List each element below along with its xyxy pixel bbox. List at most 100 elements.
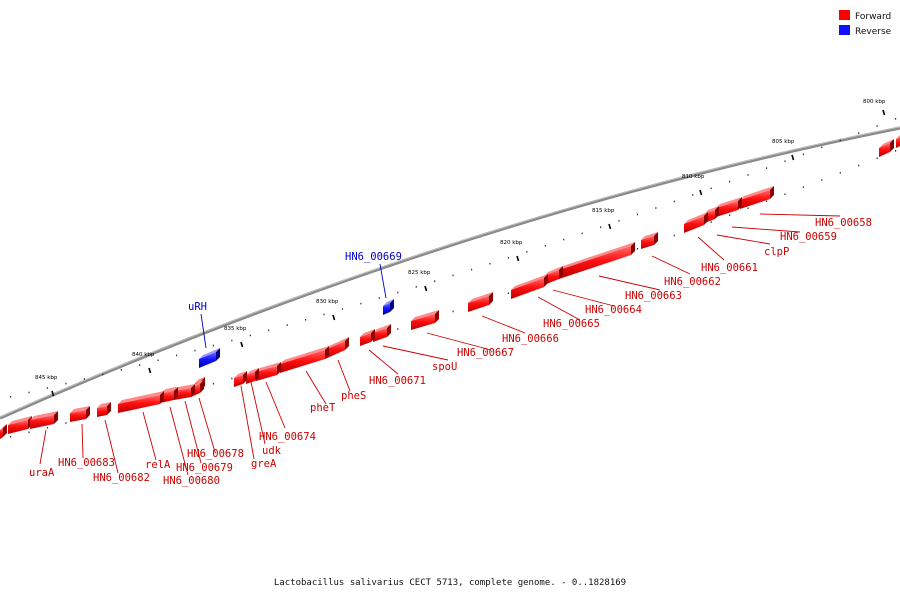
- gene-hn6-00662-label[interactable]: HN6_00662: [664, 276, 721, 288]
- minor-tick-lower-24: [452, 310, 454, 313]
- gene-hn6-00661-block[interactable]: [684, 212, 708, 233]
- gene-phes-block[interactable]: [325, 337, 349, 359]
- gene-hn6-00664-label[interactable]: HN6_00664: [585, 304, 642, 316]
- minor-tick-upper-41: [765, 167, 768, 169]
- gene-grea-block-side-face: [243, 371, 247, 384]
- gene-block-unlabeled-0-top-face: [8, 416, 32, 425]
- gene-hn6-00665-block[interactable]: [511, 274, 548, 299]
- minor-tick-upper-22: [415, 286, 417, 288]
- gene-hn6-00665-label[interactable]: HN6_00665: [543, 318, 600, 330]
- gene-spou-label[interactable]: spoU: [432, 361, 457, 373]
- gene-block-unlabeled-0[interactable]: [8, 416, 32, 434]
- gene-hn6-00658-label[interactable]: HN6_00658: [815, 217, 872, 229]
- gene-block-unlabeled-4-top-face: [195, 377, 205, 383]
- gene-hn6-00659-block-side-face: [738, 197, 742, 210]
- tick-layer: 800 kbp 805 kbp 810 kbp 815 kbp 820 kbp 825 k…: [10, 99, 897, 438]
- gene-hn6-00666-block[interactable]: [468, 292, 493, 312]
- gene-hn6-00679-block[interactable]: [174, 384, 195, 400]
- gene-hn6-00663-label[interactable]: HN6_00663: [625, 290, 682, 302]
- minor-tick-upper-36: [673, 200, 675, 203]
- gene-rela-block-side-face: [160, 391, 164, 404]
- gene-hn6-00667-label[interactable]: HN6_00667: [457, 347, 514, 359]
- gene-hn6-00669-label[interactable]: HN6_00669: [345, 251, 402, 263]
- minor-tick-upper-45: [839, 139, 841, 142]
- minor-tick-upper-43: [802, 153, 805, 156]
- tick-mark-825: [424, 285, 428, 292]
- gene-uraa-block-side-face: [54, 411, 58, 424]
- minor-tick-upper-7: [139, 364, 141, 366]
- gene-phes-label[interactable]: pheS: [341, 390, 366, 402]
- minor-tick-upper-46: [858, 132, 860, 134]
- gene-clpp-block-side-face: [715, 206, 719, 219]
- tick-label-830: 830 kbp: [316, 299, 339, 305]
- gene-rela-block[interactable]: [118, 391, 164, 413]
- gene-hn6-00679-block-top-face: [174, 384, 195, 391]
- gene-hn6-00674-block[interactable]: [256, 362, 281, 381]
- genome-backbone: [0, 126, 900, 420]
- genome-caption: Lactobacillus salivarius CECT 5713, comp…: [273, 578, 627, 588]
- minor-tick-upper-19: [360, 302, 362, 305]
- gene-hn6-00669-block[interactable]: [383, 299, 394, 315]
- gene-hn6-00667-block[interactable]: [411, 310, 439, 330]
- minor-tick-lower-2: [46, 426, 49, 429]
- gene-hn6-00666-label[interactable]: HN6_00666: [502, 333, 559, 345]
- gene-hn6-00659-block[interactable]: [716, 197, 742, 217]
- tick-label-825: 825 kbp: [408, 270, 431, 276]
- gene-hn6-00662-block[interactable]: [641, 232, 658, 249]
- minor-tick-upper-47: [876, 125, 878, 127]
- minor-tick-upper-2: [46, 387, 49, 389]
- gene-hn6-00678-label[interactable]: HN6_00678: [187, 448, 244, 460]
- gene-hn6-00683-label[interactable]: HN6_00683: [58, 457, 115, 469]
- tick-label-820: 820 kbp: [500, 240, 523, 246]
- gene-hn6-00669-block-front-face: [383, 303, 390, 315]
- gene-block-unlabeled-2[interactable]: [879, 139, 894, 157]
- gene-udk-block[interactable]: [246, 368, 259, 384]
- gene-hn6-00659-label[interactable]: HN6_00659: [780, 231, 837, 243]
- gene-udk-label[interactable]: udk: [262, 445, 282, 457]
- minor-tick-upper-38: [710, 187, 712, 190]
- gene-hn6-00671-block-front-face: [360, 333, 371, 346]
- gene-hn6-00671-label[interactable]: HN6_00671: [369, 375, 426, 387]
- gene-grea-label[interactable]: greA: [251, 458, 277, 470]
- gene-uraa-label[interactable]: uraA: [29, 467, 55, 479]
- gene-block-unlabeled-1-top-face: [0, 424, 7, 430]
- gene-hn6-00683-block[interactable]: [70, 406, 90, 422]
- gene-uraa-leader: [39, 429, 47, 465]
- gene-spou-block[interactable]: [373, 324, 391, 342]
- minor-tick-upper-20: [378, 297, 380, 299]
- gene-uraa-block[interactable]: [30, 411, 58, 429]
- gene-hn6-00674-block-top-face: [256, 362, 281, 372]
- gene-phet-label[interactable]: pheT: [310, 402, 336, 414]
- gene-grea-block[interactable]: [234, 371, 247, 387]
- gene-hn6-00679-label[interactable]: HN6_00679: [176, 462, 233, 474]
- minor-tick-lower-36: [673, 234, 675, 237]
- gene-urh-block[interactable]: [199, 348, 220, 368]
- gene-hn6-00662-block-side-face: [654, 232, 658, 245]
- gene-hn6-00674-label[interactable]: HN6_00674: [259, 431, 316, 443]
- gene-urh-label[interactable]: uRH: [188, 301, 207, 313]
- gene-hn6-00664-block-top-face: [544, 266, 563, 276]
- gene-hn6-00682-block[interactable]: [97, 402, 111, 417]
- legend-reverse-label: Reverse: [855, 27, 892, 37]
- gene-block-unlabeled-3[interactable]: [896, 133, 900, 148]
- gene-block-unlabeled-1[interactable]: [0, 424, 7, 439]
- gene-layer: HN6_00658 HN6_00659 clpP HN6_00661 HN6_00662…: [0, 133, 900, 487]
- minor-tick-upper-27: [507, 256, 510, 259]
- gene-hn6-00682-block-side-face: [107, 402, 111, 415]
- gene-phet-block[interactable]: [280, 346, 329, 373]
- gene-urh-block-side-face: [216, 348, 220, 361]
- gene-hn6-00682-label[interactable]: HN6_00682: [93, 472, 150, 484]
- gene-hn6-00671-block[interactable]: [360, 329, 375, 346]
- gene-hn6-00663-block-side-face: [631, 242, 635, 255]
- gene-rela-label[interactable]: relA: [145, 459, 171, 471]
- gene-clpp-label[interactable]: clpP: [764, 246, 789, 258]
- minor-tick-upper-37: [692, 194, 694, 196]
- gene-hn6-00663-block[interactable]: [559, 242, 635, 279]
- gene-hn6-00658-block[interactable]: [740, 186, 774, 209]
- gene-hn6-00680-block-side-face: [174, 387, 178, 400]
- gene-hn6-00680-label[interactable]: HN6_00680: [163, 475, 220, 487]
- legend-forward-swatch: [839, 10, 850, 20]
- minor-tick-upper-40: [747, 174, 749, 176]
- gene-hn6-00661-label[interactable]: HN6_00661: [701, 262, 758, 274]
